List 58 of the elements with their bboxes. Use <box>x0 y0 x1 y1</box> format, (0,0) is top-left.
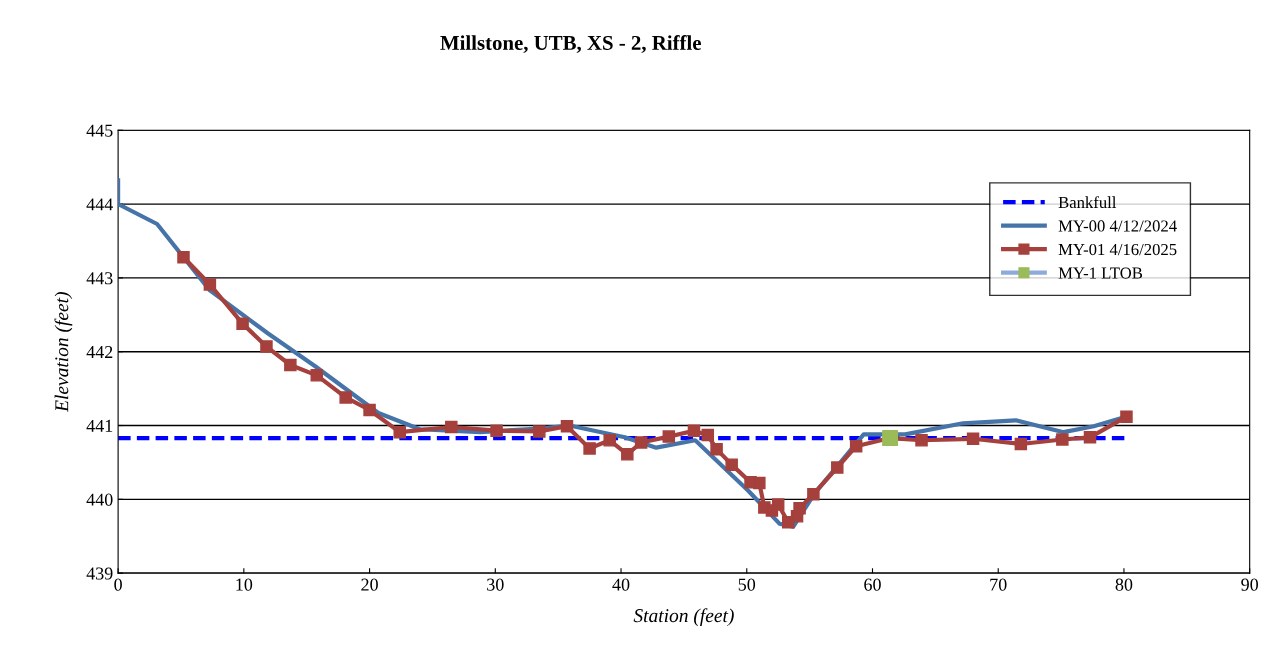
point <box>807 487 820 501</box>
point <box>725 458 738 471</box>
x-tick-label: 20 <box>361 578 378 591</box>
point <box>621 448 634 461</box>
x-tick-label: 70 <box>990 578 1007 591</box>
x-tick-label: 90 <box>1241 578 1259 591</box>
point <box>753 476 766 490</box>
x-tick-label: 80 <box>1115 578 1133 591</box>
x-tick-label: 10 <box>236 578 253 591</box>
y-axis-title: Elevation (feet) <box>54 292 73 413</box>
point <box>260 340 273 353</box>
point <box>966 432 980 446</box>
point <box>236 317 249 330</box>
point <box>284 358 297 372</box>
point <box>1083 431 1097 444</box>
point <box>662 430 676 443</box>
y-tick-label: 445 <box>86 124 113 137</box>
y-tick-label: 443 <box>86 272 113 285</box>
point <box>310 369 324 382</box>
point <box>603 434 616 447</box>
point <box>560 420 574 433</box>
point <box>490 424 503 437</box>
point <box>771 498 785 511</box>
point <box>915 434 928 447</box>
point <box>203 278 217 291</box>
point <box>393 425 406 439</box>
chart-title: Millstone, UTB, XS - 2, Riffle <box>440 35 701 53</box>
point <box>445 420 458 434</box>
legend-label: MY-1 LTOB <box>1058 267 1143 279</box>
y-tick-label: 442 <box>86 346 113 358</box>
point <box>687 424 701 437</box>
point <box>701 428 715 442</box>
point <box>1014 437 1028 451</box>
y-tick-label: 440 <box>86 493 113 506</box>
x-tick-label: 0 <box>114 578 122 591</box>
y-tick-label: 439 <box>86 567 113 580</box>
point <box>533 425 546 438</box>
y-tick-label: 441 <box>86 419 113 432</box>
point <box>1120 410 1133 423</box>
point <box>1056 433 1069 446</box>
x-tick-label: 40 <box>612 578 630 591</box>
x-tick-label: 30 <box>487 578 504 591</box>
point <box>583 442 596 455</box>
legend-label: Bankfull <box>1058 196 1117 209</box>
y-tick-label: 444 <box>86 198 113 211</box>
legend-label: MY-00 4/12/2024 <box>1058 220 1177 232</box>
point <box>793 501 806 515</box>
legend-label: MY-01 4/16/2025 <box>1058 243 1177 256</box>
point <box>710 442 723 456</box>
point <box>634 436 648 449</box>
point <box>363 403 376 417</box>
x-tick-label: 50 <box>738 578 756 591</box>
point <box>849 439 863 453</box>
x-axis-title: Station (feet) <box>633 608 734 627</box>
x-tick-label: 60 <box>864 578 881 591</box>
point <box>831 461 844 474</box>
point <box>177 250 190 264</box>
point <box>339 391 352 404</box>
